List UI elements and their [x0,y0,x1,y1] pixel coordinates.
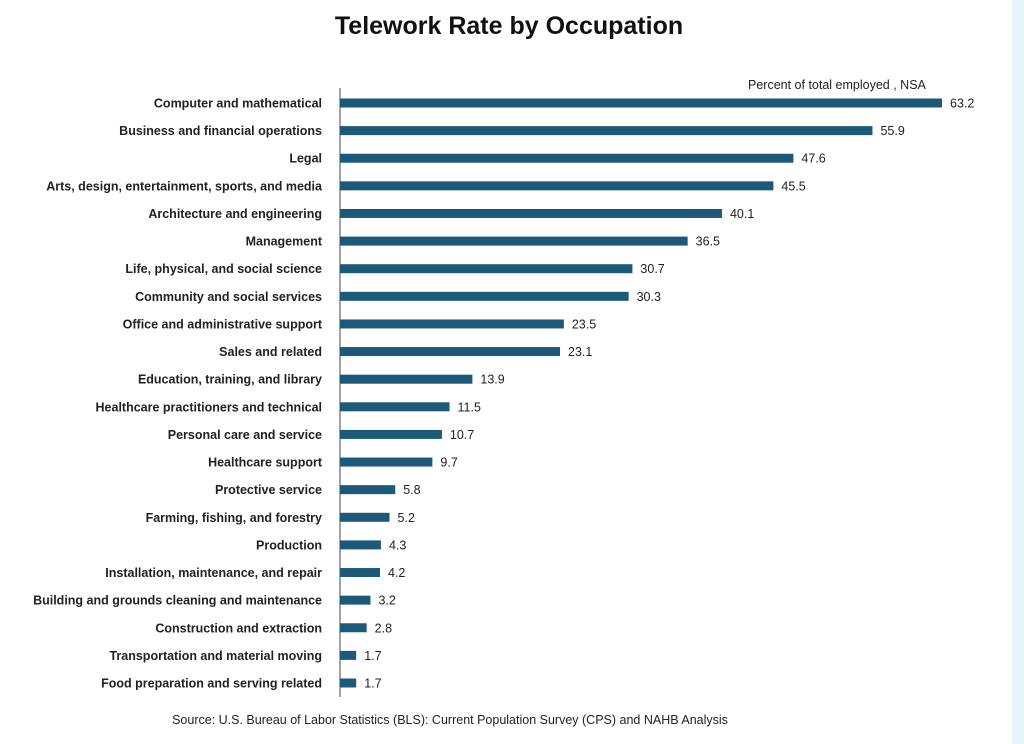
bar [340,595,371,605]
value-label: 63.2 [950,97,974,111]
category-label: Healthcare practitioners and technical [96,400,322,414]
value-label: 4.2 [388,566,405,580]
bar [340,402,450,412]
value-label: 30.7 [640,262,664,276]
bar [340,347,561,357]
category-label: Office and administrative support [123,317,323,331]
category-label: Life, physical, and social science [125,262,322,276]
bar [340,678,357,688]
value-label: 1.7 [364,677,381,691]
category-label: Personal care and service [168,428,322,442]
chart-title: Telework Rate by Occupation [334,12,684,40]
value-label: 23.1 [568,345,592,359]
value-label: 3.2 [378,594,395,608]
bar [340,457,433,467]
category-label: Installation, maintenance, and repair [105,566,322,580]
bar [340,264,633,274]
bar [340,291,629,301]
category-label: Business and financial operations [119,124,322,138]
category-label: Construction and extraction [155,621,322,635]
category-label: Healthcare support [208,456,323,470]
category-label: Protective service [215,483,322,497]
value-label: 23.5 [572,317,596,331]
category-label: Legal [289,152,322,166]
value-label: 47.6 [801,152,825,166]
category-label: Sales and related [219,345,322,359]
category-label: Building and grounds cleaning and mainte… [33,594,322,608]
bar [340,485,396,495]
value-label: 13.9 [480,373,504,387]
value-label: 30.3 [637,290,661,304]
value-label: 11.5 [458,400,481,414]
category-label: Transportation and material moving [109,649,322,663]
category-label: Production [256,538,322,552]
bar [340,126,873,136]
value-label: 1.7 [364,649,381,663]
source-note: Source: U.S. Bureau of Labor Statistics … [172,713,728,727]
bar [340,319,564,329]
page-edge [1012,0,1024,744]
bar [340,374,473,384]
bar [340,208,722,218]
category-label: Food preparation and serving related [101,677,322,691]
bar [340,623,367,633]
category-label: Arts, design, entertainment, sports, and… [46,179,323,193]
unit-label: Percent of total employed , NSA [748,78,926,92]
category-label: Computer and mathematical [154,97,322,111]
bar [340,429,442,439]
bar [340,512,390,522]
bar [340,181,774,191]
category-label: Education, training, and library [138,373,322,387]
value-label: 36.5 [696,235,720,249]
category-label: Management [246,235,323,249]
bar [340,236,688,246]
bar [340,650,357,660]
bar [340,568,381,578]
value-label: 10.7 [450,428,474,442]
category-label: Community and social services [135,290,322,304]
bar [340,98,942,108]
value-label: 45.5 [781,179,805,193]
value-label: 4.3 [389,538,406,552]
value-label: 5.8 [403,483,420,497]
value-label: 55.9 [880,124,904,138]
value-label: 2.8 [375,621,392,635]
value-label: 40.1 [730,207,754,221]
value-label: 5.2 [398,511,415,525]
bar [340,153,794,163]
bar [340,540,381,550]
value-label: 9.7 [440,456,457,470]
category-label: Farming, fishing, and forestry [146,511,322,525]
category-label: Architecture and engineering [148,207,322,221]
